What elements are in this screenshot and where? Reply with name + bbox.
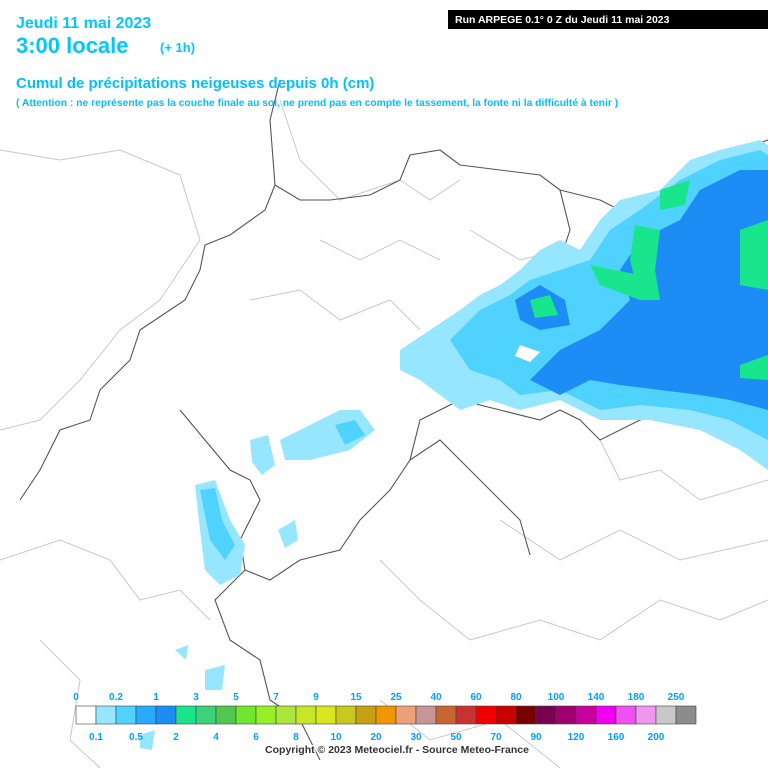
legend-swatch	[315, 705, 337, 725]
legend-label: 250	[668, 692, 685, 703]
run: Run ARPEGE 0.1° 0 Z du Jeudi 11 mai 2023	[455, 14, 670, 26]
legend-label: 180	[628, 692, 645, 703]
legend-label: 2	[173, 732, 179, 743]
legend-swatch	[255, 705, 277, 725]
run-box	[448, 10, 768, 29]
copyright: Copyright © 2023 Meteociel.fr - Source M…	[265, 744, 529, 756]
legend-swatch	[515, 705, 537, 725]
legend-swatch	[615, 705, 637, 725]
legend-swatch	[95, 705, 117, 725]
legend-swatch	[135, 705, 157, 725]
legend-label: 0.2	[109, 692, 123, 703]
legend-label: 0	[73, 692, 79, 703]
legend-label: 30	[410, 732, 422, 743]
legend-label: 120	[568, 732, 585, 743]
legend-label: 10	[330, 732, 342, 743]
legend-swatch	[575, 705, 597, 725]
legend-swatch	[635, 705, 657, 725]
legend-label: 1	[153, 692, 159, 703]
legend-label: 90	[530, 732, 542, 743]
legend-swatch	[595, 705, 617, 725]
legend-label: 15	[350, 692, 362, 703]
legend-label: 50	[450, 732, 462, 743]
legend-swatch	[75, 705, 97, 725]
legend-label: 0.1	[89, 732, 103, 743]
legend-label: 60	[470, 692, 482, 703]
legend-label: 8	[293, 732, 299, 743]
legend-swatch	[395, 705, 417, 725]
legend-label: 25	[390, 692, 402, 703]
legend-label: 40	[430, 692, 442, 703]
legend-swatch	[235, 705, 257, 725]
title: Cumul de précipitations neigeuses depuis…	[16, 75, 374, 92]
legend-label: 3	[193, 692, 199, 703]
legend-label: 9	[313, 692, 319, 703]
date: Jeudi 11 mai 2023	[16, 15, 151, 32]
legend-swatch	[435, 705, 457, 725]
legend-label: 160	[608, 732, 625, 743]
legend-swatch	[535, 705, 557, 725]
legend-swatch	[455, 705, 477, 725]
legend-swatch	[555, 705, 577, 725]
legend-swatch	[375, 705, 397, 725]
legend-label: 5	[233, 692, 239, 703]
legend-swatch	[175, 705, 197, 725]
legend-swatch	[115, 705, 137, 725]
legend-label: 70	[490, 732, 502, 743]
time: 3:00 locale	[16, 33, 129, 58]
legend-swatch	[295, 705, 317, 725]
legend-swatch	[475, 705, 497, 725]
legend-swatch	[415, 705, 437, 725]
legend-label: 200	[648, 732, 665, 743]
offset: (+ 1h)	[160, 40, 195, 55]
legend-swatch	[655, 705, 677, 725]
legend-label: 0.5	[129, 732, 143, 743]
legend-swatch	[215, 705, 237, 725]
legend-label: 100	[548, 692, 565, 703]
legend-label: 140	[588, 692, 605, 703]
legend-swatch	[195, 705, 217, 725]
legend-swatch	[155, 705, 177, 725]
snow-areas	[140, 140, 768, 750]
legend-swatch	[275, 705, 297, 725]
subtitle: ( Attention : ne représente pas la couch…	[16, 98, 618, 109]
legend-label: 7	[273, 692, 279, 703]
legend-swatch	[495, 705, 517, 725]
legend-label: 4	[213, 732, 219, 743]
legend-swatch	[675, 705, 697, 725]
legend-label: 20	[370, 732, 382, 743]
legend-swatch	[335, 705, 357, 725]
region-borders	[0, 99, 768, 768]
legend-label: 80	[510, 692, 522, 703]
legend-label: 6	[253, 732, 259, 743]
legend-swatch	[355, 705, 377, 725]
legend: 0 0.1 0.2 0.5 1 2 3 4 5 6 7 8 9 10 15 20 25 30 40 50 60 70 80 9…	[73, 692, 697, 743]
